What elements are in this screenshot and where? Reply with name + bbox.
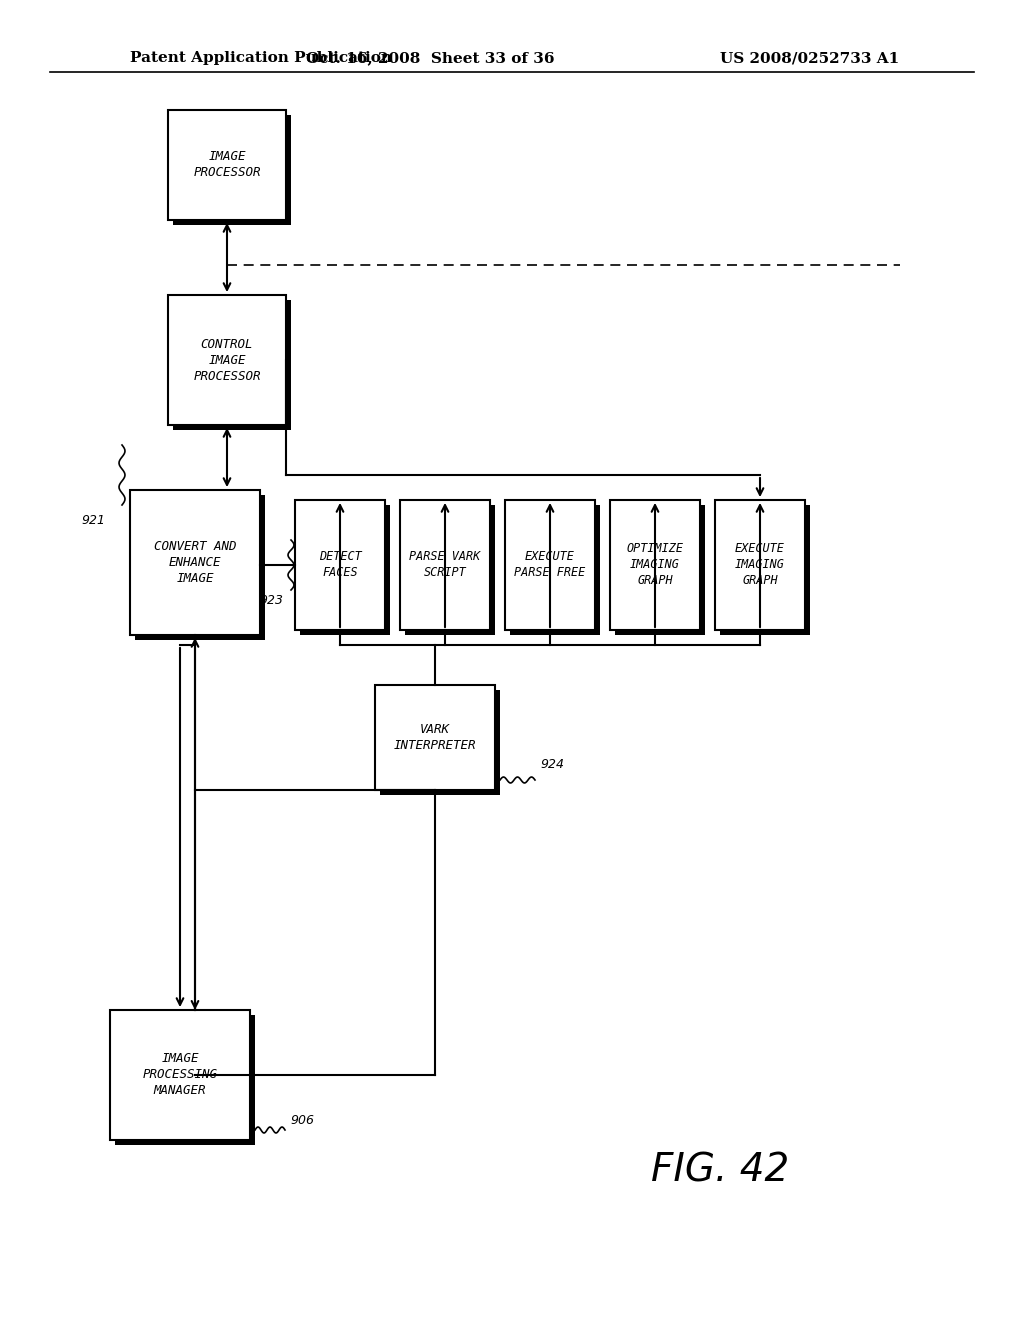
Bar [505, 500, 595, 630]
Bar [715, 500, 805, 630]
Text: Oct. 16, 2008  Sheet 33 of 36: Oct. 16, 2008 Sheet 33 of 36 [306, 51, 554, 65]
Text: 923: 923 [259, 594, 283, 606]
Bar [173, 300, 291, 430]
Bar [168, 294, 286, 425]
Text: OPTIMIZE
IMAGING
GRAPH: OPTIMIZE IMAGING GRAPH [627, 543, 683, 587]
Text: 924: 924 [540, 759, 564, 771]
Text: IMAGE
PROCESSING
MANAGER: IMAGE PROCESSING MANAGER [142, 1052, 217, 1097]
Bar [135, 495, 265, 640]
Bar [720, 506, 810, 635]
Bar [380, 690, 500, 795]
Bar [400, 500, 490, 630]
Bar [168, 110, 286, 220]
Text: DETECT
FACES: DETECT FACES [318, 550, 361, 579]
Text: 921: 921 [81, 513, 105, 527]
Text: CONVERT AND
ENHANCE
IMAGE: CONVERT AND ENHANCE IMAGE [154, 540, 237, 585]
Bar [173, 115, 291, 224]
Text: IMAGE
PROCESSOR: IMAGE PROCESSOR [194, 150, 261, 180]
Bar [610, 500, 700, 630]
Bar [615, 506, 705, 635]
Bar [375, 685, 495, 789]
Bar [130, 490, 260, 635]
Bar [295, 500, 385, 630]
Bar [406, 506, 495, 635]
Text: CONTROL
IMAGE
PROCESSOR: CONTROL IMAGE PROCESSOR [194, 338, 261, 383]
Text: US 2008/0252733 A1: US 2008/0252733 A1 [720, 51, 900, 65]
Text: Patent Application Publication: Patent Application Publication [130, 51, 392, 65]
Text: 906: 906 [290, 1114, 314, 1126]
Text: PARSE VARK
SCRIPT: PARSE VARK SCRIPT [410, 550, 480, 579]
Bar [110, 1010, 250, 1140]
Bar [115, 1015, 255, 1144]
Bar [300, 506, 390, 635]
Text: VARK
INTERPRETER: VARK INTERPRETER [394, 723, 476, 752]
Bar [510, 506, 600, 635]
Text: EXECUTE
IMAGING
GRAPH: EXECUTE IMAGING GRAPH [735, 543, 785, 587]
Text: FIG. 42: FIG. 42 [651, 1151, 790, 1189]
Text: EXECUTE
PARSE FREE: EXECUTE PARSE FREE [514, 550, 586, 579]
